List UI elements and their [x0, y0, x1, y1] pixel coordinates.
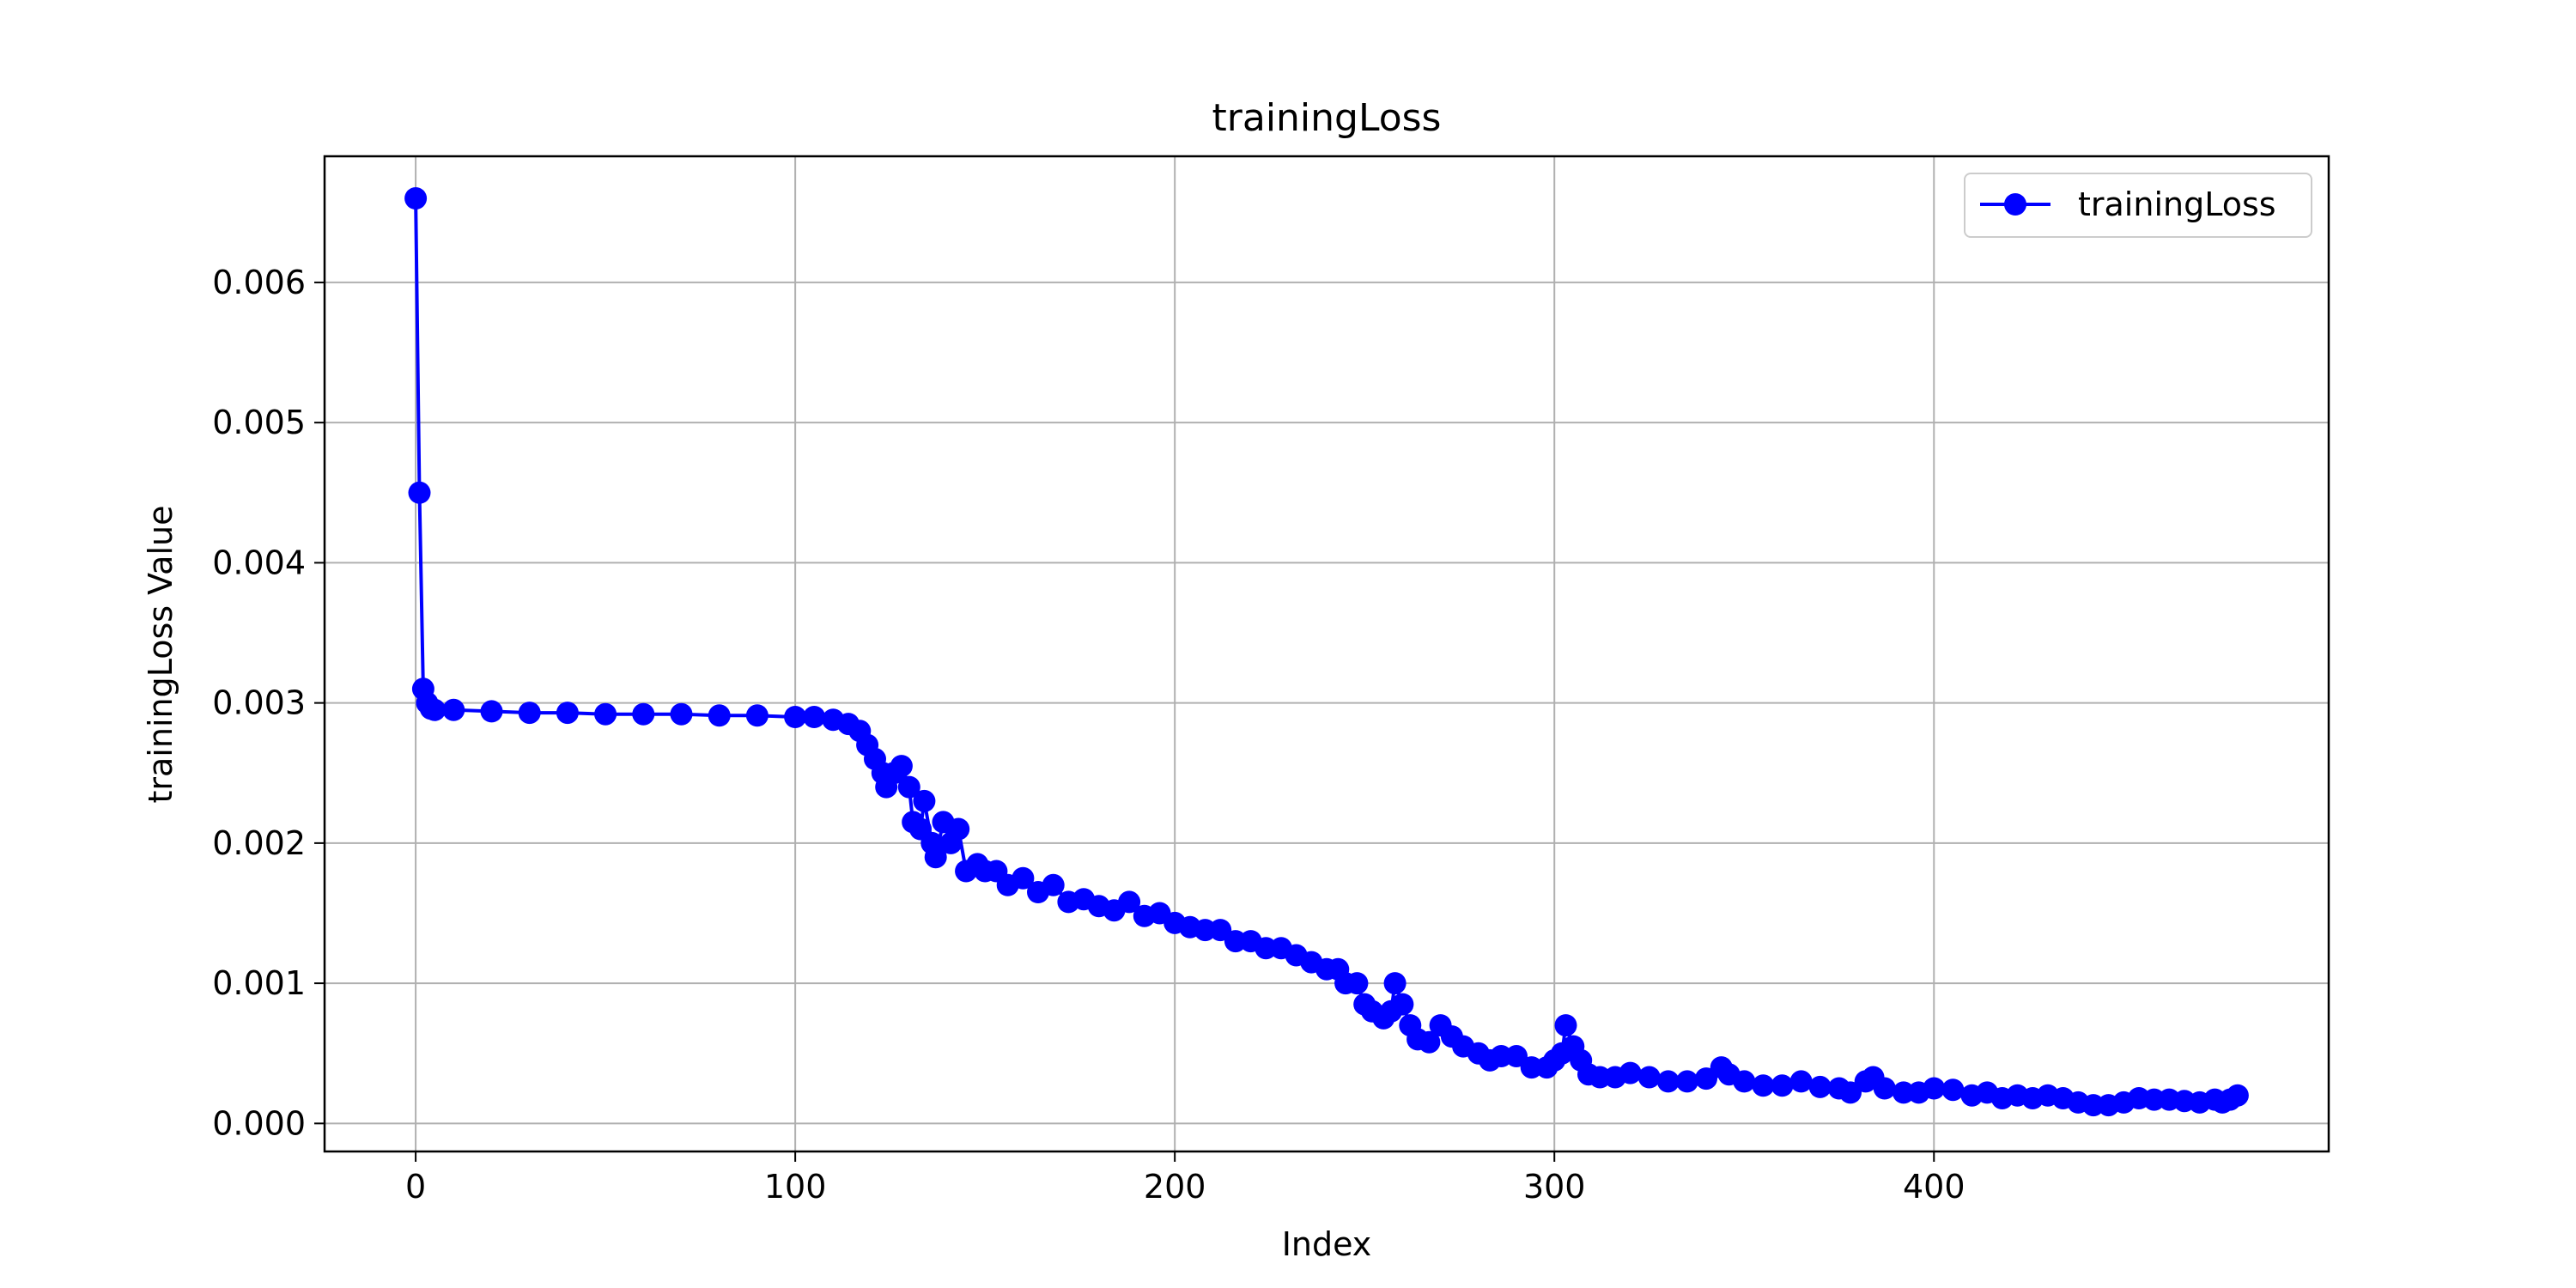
- data-point: [1789, 1070, 1813, 1093]
- legend-box: [1964, 173, 2312, 238]
- data-point: [708, 704, 731, 727]
- data-point: [1391, 993, 1414, 1016]
- x-tick-label: 200: [1144, 1168, 1206, 1206]
- legend-marker-swatch: [2004, 193, 2026, 216]
- x-tick-label: 300: [1523, 1168, 1586, 1206]
- data-point: [1554, 1014, 1577, 1037]
- chart-title: trainingLoss: [1212, 96, 1442, 140]
- data-point: [1923, 1077, 1946, 1100]
- x-axis-ticks: 0 100 200 300 400: [405, 1151, 1965, 1206]
- grid: [325, 156, 2329, 1151]
- data-point: [408, 481, 431, 504]
- x-axis-label: Index: [1282, 1225, 1372, 1263]
- data-point: [1346, 972, 1369, 995]
- data-point: [1042, 873, 1065, 896]
- legend: trainingLoss: [1964, 173, 2312, 238]
- data-point: [1873, 1077, 1896, 1100]
- data-point: [1771, 1074, 1794, 1097]
- y-tick-label: 0.002: [212, 824, 306, 862]
- data-point: [1418, 1030, 1441, 1054]
- data-point: [2226, 1084, 2249, 1107]
- data-point: [803, 706, 826, 728]
- series-layer: [404, 187, 2249, 1117]
- data-point: [1637, 1066, 1661, 1089]
- y-tick-label: 0.004: [212, 544, 306, 581]
- data-point: [1656, 1070, 1680, 1093]
- y-axis-ticks: 0.000 0.001 0.002 0.003 0.004 0.005 0.006: [212, 264, 325, 1142]
- data-point: [442, 698, 465, 721]
- y-tick-label: 0.003: [212, 684, 306, 722]
- data-point: [1619, 1061, 1642, 1084]
- data-point: [897, 775, 920, 799]
- data-point: [745, 704, 769, 727]
- data-point: [1012, 866, 1035, 890]
- x-tick-label: 400: [1903, 1168, 1965, 1206]
- data-point: [632, 702, 655, 726]
- y-tick-label: 0.005: [212, 404, 306, 441]
- data-point: [1808, 1075, 1832, 1098]
- data-point: [556, 702, 579, 725]
- plot-frame: [323, 155, 2330, 1153]
- data-point: [1752, 1074, 1775, 1097]
- y-tick-label: 0.006: [212, 264, 306, 301]
- x-tick-label: 0: [405, 1168, 426, 1206]
- data-point: [594, 702, 617, 726]
- data-point: [404, 187, 428, 210]
- data-point: [480, 700, 503, 723]
- y-tick-label: 0.000: [212, 1104, 306, 1142]
- y-axis-label: trainingLoss Value: [142, 506, 179, 804]
- legend-label: trainingLoss: [2078, 185, 2276, 223]
- data-point: [913, 789, 936, 812]
- y-tick-label: 0.001: [212, 964, 306, 1002]
- x-tick-label: 100: [764, 1168, 827, 1206]
- data-point: [784, 706, 807, 728]
- data-point: [1941, 1078, 1965, 1102]
- data-point: [670, 702, 693, 726]
- data-point: [1118, 890, 1141, 914]
- data-point: [1675, 1070, 1698, 1093]
- data-point: [947, 817, 970, 841]
- data-point: [1383, 972, 1406, 995]
- data-point: [1733, 1070, 1756, 1093]
- data-point: [518, 702, 541, 725]
- data-point: [423, 698, 447, 721]
- data-point: [890, 755, 913, 778]
- data-point: [924, 846, 947, 869]
